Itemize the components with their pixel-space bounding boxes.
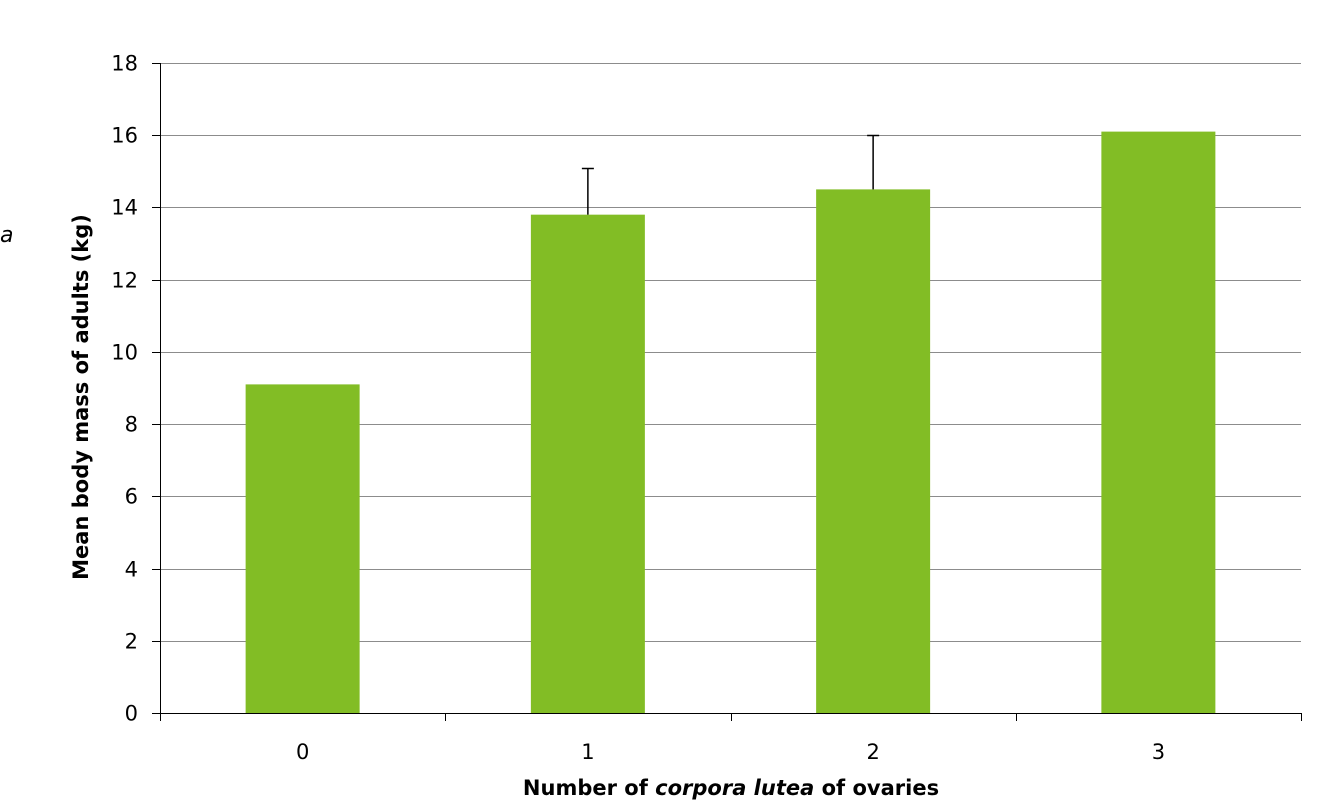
axes bbox=[152, 63, 1302, 721]
x-axis-title-part: Number of bbox=[523, 776, 655, 800]
y-tick-labels: 0 2 4 6 8 10 12 14 16 18 bbox=[111, 52, 138, 726]
y-tick-label: 16 bbox=[111, 124, 138, 148]
y-tick-label: 8 bbox=[125, 413, 138, 437]
y-tick-label: 18 bbox=[111, 52, 138, 76]
x-axis-title-part: of ovaries bbox=[814, 776, 939, 800]
x-tick-label: 1 bbox=[581, 740, 594, 764]
y-tick-label: 14 bbox=[111, 196, 138, 220]
bar-2 bbox=[816, 189, 931, 713]
y-tick-label: 4 bbox=[125, 558, 138, 582]
y-tick-label: 0 bbox=[125, 702, 138, 726]
bar-3 bbox=[1101, 131, 1216, 714]
y-tick-label: 10 bbox=[111, 341, 138, 365]
x-tick-label: 0 bbox=[296, 740, 309, 764]
bar-0 bbox=[245, 384, 360, 713]
error-bars bbox=[581, 134, 880, 215]
x-tick-label: 3 bbox=[1152, 740, 1165, 764]
x-tick-labels: 0 1 2 3 bbox=[296, 740, 1165, 764]
x-axis-title-part: corpora lutea bbox=[655, 776, 814, 800]
y-tick-label: 12 bbox=[111, 269, 138, 293]
panel-letter: a bbox=[0, 223, 14, 248]
x-tick-label: 2 bbox=[866, 740, 879, 764]
bars bbox=[245, 131, 1216, 714]
bar-1 bbox=[530, 214, 645, 713]
y-axis-title: Mean body mass of adults (kg) bbox=[69, 214, 93, 580]
x-axis-title: Number of corpora lutea of ovaries bbox=[523, 776, 939, 800]
y-tick-label: 6 bbox=[125, 485, 138, 509]
y-tick-label: 2 bbox=[125, 630, 138, 654]
